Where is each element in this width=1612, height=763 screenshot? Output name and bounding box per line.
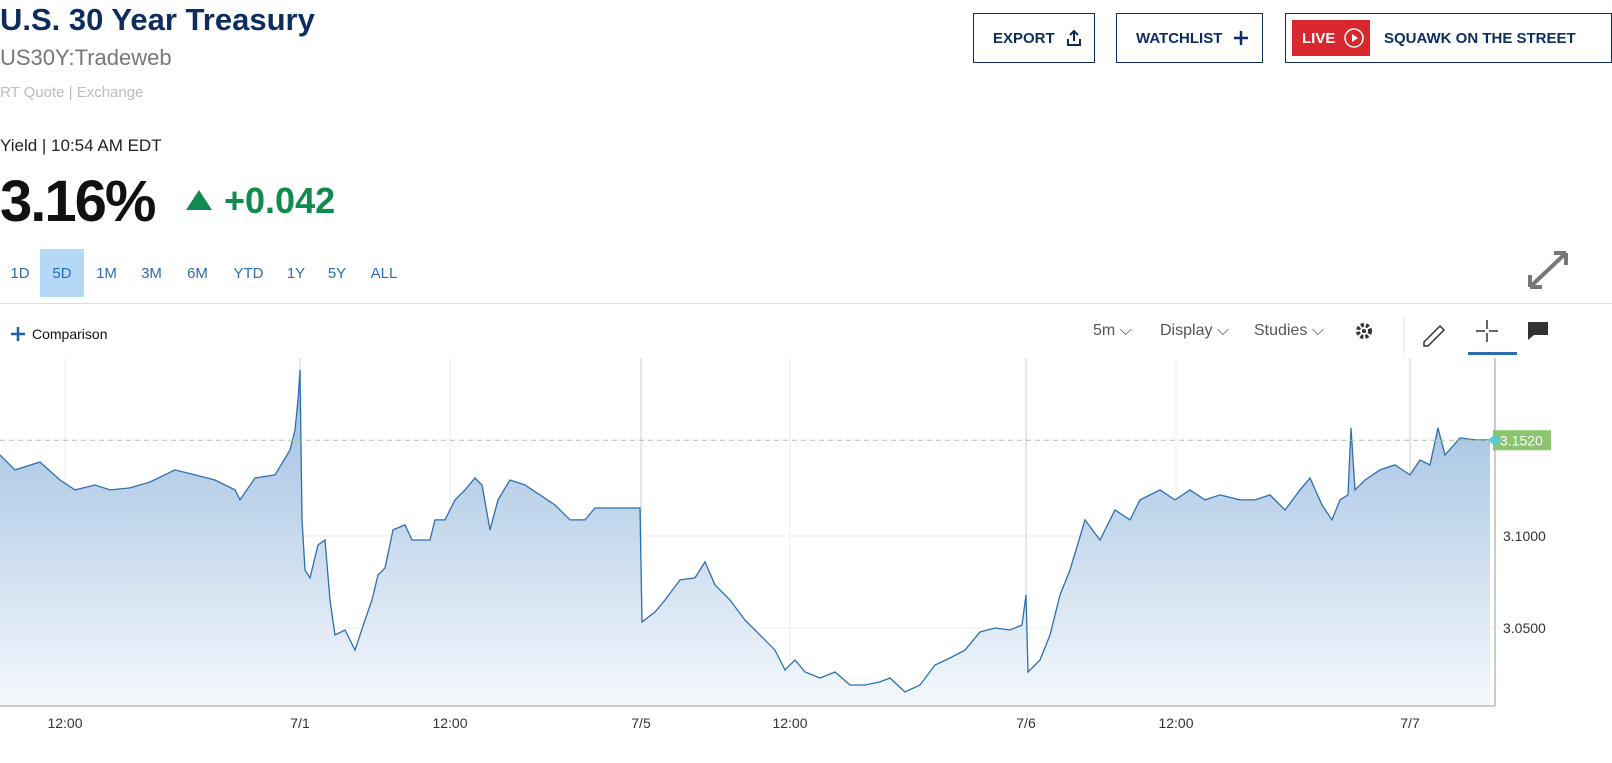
line [0,369,1490,693]
last-value-marker [1488,434,1501,447]
yield-label: Yield | 10:54 AM EDT [0,136,162,155]
y-tick-label: 3.0500 [1503,620,1546,636]
title: U.S. 30 Year Treasury [0,2,315,37]
range-tab[interactable]: 6M [187,264,208,282]
display-dropdown[interactable]: Display ⌵ [1160,322,1230,339]
studies-dropdown[interactable]: Studies ⌵ [1254,322,1324,339]
expand-icon[interactable] [1526,249,1570,291]
separator [0,303,1612,304]
settings-icon[interactable] [1356,323,1372,339]
live-label: LIVE [1302,29,1336,47]
last-value-box [1493,430,1551,451]
watchlist-button[interactable]: WATCHLIST [1116,13,1263,63]
x-tick-label: 7/7 [1400,715,1420,731]
range-tab[interactable]: ALL [370,264,398,282]
range-tab[interactable]: YTD [233,264,264,282]
range-tab[interactable]: 5Y [327,264,347,282]
live-badge: LIVE [1292,20,1370,56]
plus-icon [1234,31,1249,45]
range-tab[interactable]: 5D [40,249,84,297]
export-button[interactable]: EXPORT [973,13,1095,63]
range-tab[interactable]: 1M [96,264,117,282]
symbol: US30Y:Tradeweb [0,45,172,70]
x-tick-label: 12:00 [432,715,467,731]
tool-icons [1356,318,1548,355]
x-tick-label: 12:00 [772,715,807,731]
interval-label: 5m [1093,322,1116,339]
range-tab[interactable]: 3M [141,264,162,282]
x-tick-label: 12:00 [47,715,82,731]
x-tick-label: 7/1 [290,715,310,731]
up-arrow [186,190,212,210]
chart: 3.0500 3.1000 12:00 7/1 12:00 7/5 12:00 7/6 12:0… [0,358,1551,731]
export-label: EXPORT [993,29,1055,47]
area-fill [0,370,1490,706]
draw-icon[interactable] [1423,324,1446,347]
interval-dropdown[interactable]: 5m ⌵ [1093,322,1132,339]
x-tick-label: 7/5 [631,715,651,731]
comparison-button[interactable]: Comparison [10,326,107,342]
price: 3.16% [0,169,156,234]
comparison-label: Comparison [32,326,108,342]
crosshair-icon[interactable] [1476,320,1498,342]
range-tab[interactable]: 1D [10,264,30,282]
quote-source: RT Quote | Exchange [0,84,144,101]
show-label: SQUAWK ON THE STREET [1384,29,1576,47]
share-icon [1066,29,1081,46]
studies-label: Studies [1254,322,1308,339]
comment-icon[interactable] [1528,322,1548,340]
active-indicator [1468,352,1517,355]
x-tick-label: 7/6 [1016,715,1036,731]
last-value-label: 3.1520 [1500,432,1543,448]
live-button[interactable]: LIVE SQUAWK ON THE STREET [1285,13,1612,63]
range-tab[interactable]: 1Y [286,264,306,282]
x-tick-label: 12:00 [1158,715,1193,731]
play-icon [1344,28,1365,48]
display-label: Display [1160,322,1213,339]
y-tick-label: 3.1000 [1503,528,1546,544]
change: +0.042 [224,180,336,221]
watchlist-label: WATCHLIST [1136,29,1223,47]
plus-icon [11,327,25,341]
